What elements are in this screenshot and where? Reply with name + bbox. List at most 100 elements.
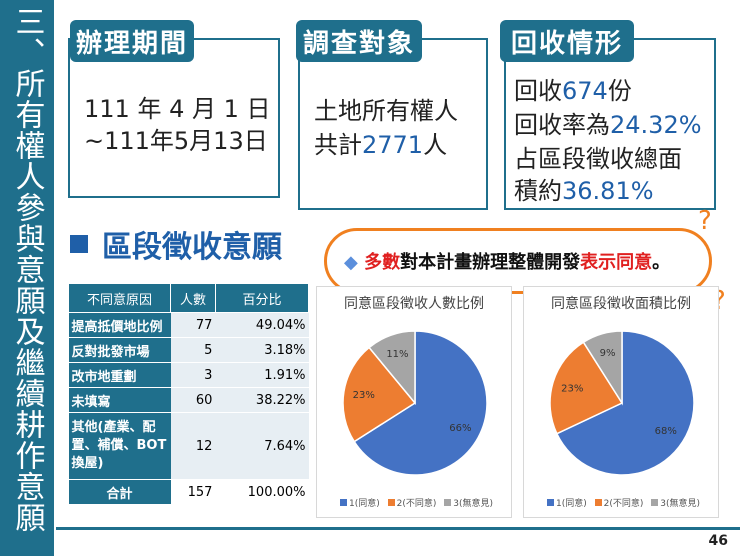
return-tag: 回收情形: [500, 20, 634, 62]
return-rate: 24.32%: [610, 111, 702, 139]
people-ratio-chart: 同意區段徵收人數比例 66% 23% 11% 1(同意) 2(不同意) 3(無意見): [316, 286, 512, 518]
count-cell: 5: [170, 337, 216, 363]
pie-slice-label: 9%: [600, 348, 616, 359]
count-cell: 60: [170, 387, 216, 413]
highlight-majority: 多數: [364, 252, 401, 273]
diamond-icon: ◆: [344, 252, 358, 273]
return-line1: 回收674份: [514, 74, 632, 108]
legend-label: 1(同意): [349, 499, 380, 509]
percent-cell: 49.04%: [215, 312, 309, 338]
header-percent: 百分比: [214, 283, 310, 313]
return-l1-suffix: 份: [607, 77, 632, 105]
legend-swatch: [387, 499, 395, 506]
period-line2: ~111年5月13日: [84, 127, 268, 155]
count-cell: 3: [170, 362, 216, 388]
percent-cell: 3.18%: [215, 337, 309, 363]
legend-swatch: [594, 499, 602, 506]
period-card: [68, 38, 280, 198]
legend-label: 2(不同意): [603, 499, 644, 509]
highlight-text: ◆ 多數對本計畫辦理整體開發表示同意。: [344, 248, 670, 274]
legend-swatch: [547, 499, 554, 506]
sidebar-title: 三、所有權人參與意願及繼續耕作意願: [9, 6, 45, 533]
chart-title: 同意區段徵收面積比例: [551, 296, 691, 312]
legend-label: 3(無意見): [660, 499, 700, 509]
area-ratio-chart: 同意區段徵收面積比例 68% 23% 9% 1(同意) 2(不同意) 3(無意見): [523, 286, 719, 518]
pie-chart: 66% 23% 11%: [342, 330, 488, 476]
count-cell: 12: [170, 412, 216, 480]
legend-swatch: [651, 499, 659, 506]
table-header-row: 不同意原因 人數 百分比: [68, 283, 310, 313]
total-count-cell: 157: [170, 479, 216, 505]
table-row: 改市地重劃 3 1.91%: [68, 362, 309, 388]
return-area: 36.81%: [562, 177, 654, 205]
return-l2-prefix: 回收率為: [514, 111, 610, 139]
total-label-cell: 合計: [68, 479, 171, 505]
pie-slice-label: 23%: [561, 384, 583, 395]
reason-cell: 改市地重劃: [68, 362, 171, 388]
pie-slice-label: 11%: [386, 349, 408, 360]
highlight-middle: 對本計畫辦理整體開發: [400, 252, 581, 273]
highlight-oval: [324, 228, 712, 294]
pie-slice-label: 68%: [655, 426, 677, 437]
return-count: 674: [562, 77, 608, 105]
total-percent-cell: 100.00%: [215, 479, 309, 505]
header-reason: 不同意原因: [68, 283, 171, 313]
legend-swatch: [340, 499, 347, 506]
table-row: 提高抵價地比例 77 49.04%: [68, 312, 309, 338]
footer-divider: [56, 527, 740, 530]
return-l1-prefix: 回收: [514, 77, 562, 105]
table-row: 未填寫 60 38.22%: [68, 387, 309, 413]
section-heading: 區段徵收意願: [70, 222, 282, 266]
period-tag: 辦理期間: [70, 20, 194, 62]
reason-cell: 提高抵價地比例: [68, 312, 171, 338]
pie-slice-label: 23%: [353, 390, 375, 401]
highlight-period: 。: [652, 252, 671, 273]
pie-slice-label: 66%: [449, 423, 471, 434]
count-cell: 77: [170, 312, 216, 338]
chart-legend: 1(同意) 2(不同意) 3(無意見): [317, 496, 511, 509]
target-tag: 調查對象: [296, 20, 422, 62]
legend-label: 3(無意見): [453, 499, 493, 509]
target-count: 2771: [362, 131, 424, 159]
target-suffix: 人: [423, 131, 448, 159]
percent-cell: 1.91%: [215, 362, 309, 388]
legend-label: 2(不同意): [396, 499, 437, 509]
target-prefix: 共計: [314, 131, 362, 159]
square-bullet-icon: [70, 235, 88, 253]
disagree-reasons-table: 不同意原因 人數 百分比 提高抵價地比例 77 49.04% 反對批發市場 5 …: [68, 283, 310, 505]
target-line2: 共計2771人: [314, 128, 447, 162]
legend-label: 1(同意): [556, 499, 587, 509]
reason-cell: 未填寫: [68, 387, 171, 413]
chart-legend: 1(同意) 2(不同意) 3(無意見): [524, 496, 718, 509]
return-l4-prefix: 積約: [514, 177, 562, 205]
target-card: [298, 38, 488, 210]
pie-chart: 68% 23% 9%: [549, 330, 695, 476]
question-mark-icon: ?: [698, 206, 712, 236]
return-card: [504, 38, 716, 210]
pie-slice-2: [549, 341, 624, 435]
return-line3: 占區段徵收總面: [514, 145, 682, 173]
page-number: 46: [708, 533, 728, 549]
target-line1: 土地所有權人: [314, 97, 458, 125]
table-row: 反對批發市場 5 3.18%: [68, 337, 309, 363]
return-line4: 積約36.81%: [514, 174, 654, 208]
table-total-row: 合計 157 100.00%: [68, 479, 309, 505]
section-title: 區段徵收意願: [102, 230, 282, 265]
pie-slice-3: [368, 330, 416, 406]
reason-cell: 其他(產業、配置、補償、BOT換屋): [68, 412, 171, 480]
pie-slice-2: [342, 346, 417, 443]
reason-cell: 反對批發市場: [68, 337, 171, 363]
sidebar: [0, 0, 54, 556]
pie-slice-3: [582, 330, 623, 406]
legend-swatch: [444, 499, 452, 506]
pie-slice-1: [353, 330, 488, 476]
table-row: 其他(產業、配置、補償、BOT換屋) 12 7.64%: [68, 412, 309, 480]
percent-cell: 38.22%: [215, 387, 309, 413]
highlight-agree: 表示同意: [580, 252, 653, 273]
chart-title: 同意區段徵收人數比例: [344, 296, 484, 312]
pie-slice-1: [555, 330, 695, 476]
period-line1: 111 年 4 月 1 日: [84, 95, 271, 123]
return-line2: 回收率為24.32%: [514, 108, 702, 142]
percent-cell: 7.64%: [215, 412, 309, 480]
header-count: 人數: [170, 283, 216, 313]
